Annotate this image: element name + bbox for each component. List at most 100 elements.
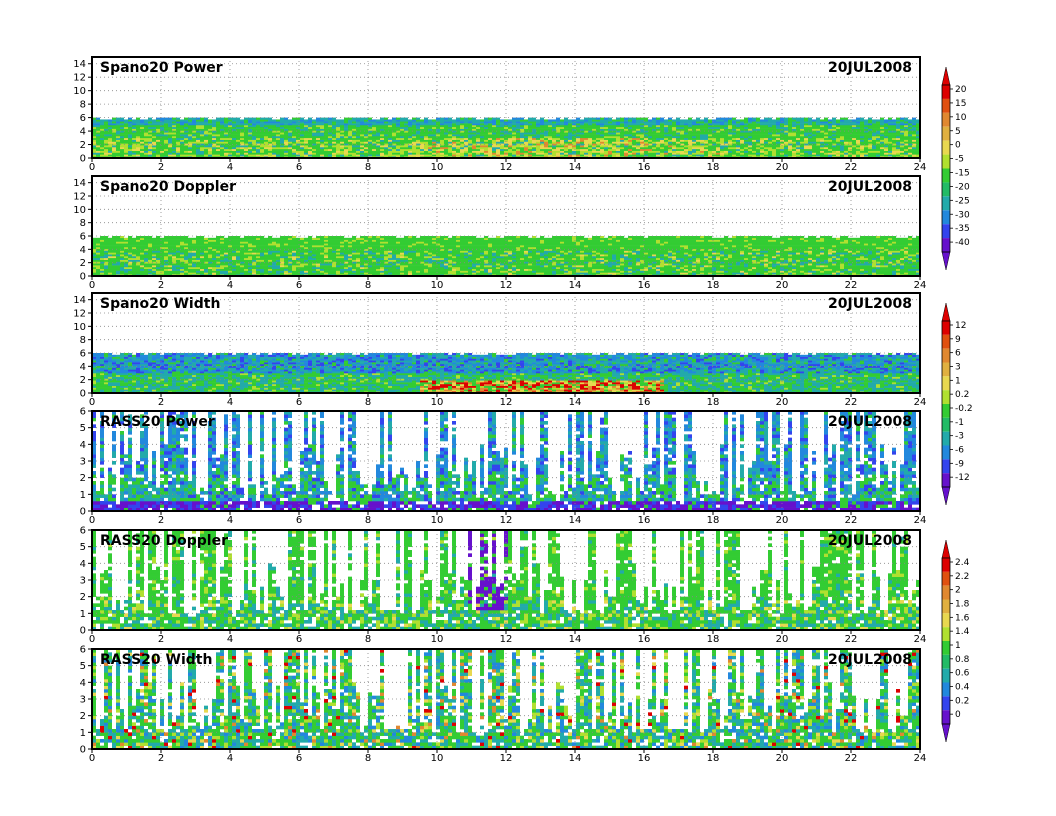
heatmap-cell <box>592 130 596 133</box>
heatmap-cell <box>400 137 404 140</box>
heatmap-cell <box>904 117 908 120</box>
heatmap-cell <box>428 152 432 155</box>
heatmap-cell <box>476 121 480 124</box>
heatmap-cell <box>236 148 240 151</box>
heatmap-cell <box>720 126 724 129</box>
heatmap-cell <box>496 143 500 146</box>
heatmap-cell <box>872 148 876 151</box>
heatmap-cell <box>488 139 492 142</box>
heatmap-cell <box>384 132 388 135</box>
heatmap-cell <box>456 143 460 146</box>
heatmap-cell <box>132 152 136 155</box>
heatmap-cell <box>876 145 880 148</box>
heatmap-cell <box>908 124 912 128</box>
heatmap-cell <box>568 132 572 135</box>
heatmap-cell <box>136 128 140 131</box>
heatmap-cell <box>380 139 384 142</box>
heatmap-cell <box>284 134 288 137</box>
heatmap-cell <box>760 152 764 155</box>
heatmap-cell <box>228 146 232 150</box>
heatmap-cell <box>412 124 416 128</box>
heatmap-cell <box>136 257 140 260</box>
heatmap-cell <box>436 137 440 140</box>
heatmap-cell <box>216 141 220 144</box>
heatmap-cell <box>488 141 492 144</box>
heatmap-cell <box>792 134 796 137</box>
heatmap-cell <box>512 134 516 137</box>
heatmap-cell <box>116 246 120 250</box>
heatmap-cell <box>424 152 428 155</box>
heatmap-cell <box>436 134 440 137</box>
heatmap-cell <box>128 117 132 120</box>
heatmap-cell <box>332 148 336 151</box>
heatmap-cell <box>580 150 584 153</box>
heatmap-cell <box>296 134 300 137</box>
heatmap-cell <box>624 135 628 139</box>
heatmap-cell <box>624 130 628 133</box>
heatmap-cell <box>712 130 716 133</box>
heatmap-cell <box>500 139 504 142</box>
heatmap-cell <box>860 121 864 124</box>
heatmap-cell <box>124 252 128 255</box>
heatmap-cell <box>904 130 908 133</box>
heatmap-cell <box>800 141 804 144</box>
heatmap-cell <box>512 152 516 155</box>
heatmap-cell <box>896 128 900 131</box>
heatmap-cell <box>580 152 584 155</box>
heatmap-cell <box>104 257 108 260</box>
heatmap-cell <box>580 124 584 128</box>
heatmap-cell <box>528 128 532 131</box>
heatmap-cell <box>276 148 280 151</box>
heatmap-cell <box>136 130 140 133</box>
heatmap-cell <box>724 135 728 139</box>
heatmap-cell <box>380 137 384 140</box>
heatmap-cell <box>144 128 148 131</box>
heatmap-cell <box>556 137 560 140</box>
heatmap-cell <box>752 146 756 150</box>
heatmap-cell <box>708 150 712 153</box>
heatmap-cell <box>828 145 832 148</box>
heatmap-cell <box>336 128 340 131</box>
heatmap-cell <box>528 124 532 128</box>
heatmap-cell <box>564 117 568 120</box>
heatmap-cell <box>128 237 132 240</box>
heatmap-cell <box>524 148 528 151</box>
heatmap-cell <box>444 128 448 131</box>
heatmap-cell <box>520 139 524 142</box>
heatmap-cell <box>660 143 664 146</box>
heatmap-cell <box>324 124 328 128</box>
heatmap-cell <box>848 145 852 148</box>
heatmap-cell <box>440 124 444 128</box>
heatmap-cell <box>416 123 420 126</box>
heatmap-cell <box>236 121 240 124</box>
heatmap-cell <box>660 150 664 153</box>
heatmap-cell <box>108 261 112 264</box>
heatmap-cell <box>252 143 256 146</box>
heatmap-cell <box>476 154 480 157</box>
heatmap-cell <box>452 126 456 129</box>
heatmap-cell <box>572 135 576 139</box>
heatmap-cell <box>268 141 272 144</box>
heatmap-cell <box>492 117 496 120</box>
heatmap-cell <box>888 132 892 135</box>
heatmap-cell <box>160 124 164 128</box>
heatmap-cell <box>304 119 308 122</box>
heatmap-cell <box>884 150 888 153</box>
heatmap-cell <box>148 130 152 133</box>
heatmap-cell <box>108 135 112 139</box>
heatmap-cell <box>388 123 392 126</box>
heatmap-cell <box>912 126 916 129</box>
heatmap-cell <box>628 141 632 144</box>
heatmap-cell <box>740 126 744 129</box>
heatmap-cell <box>100 243 104 246</box>
heatmap-cell <box>852 130 856 133</box>
heatmap-cell <box>584 145 588 148</box>
heatmap-cell <box>368 119 372 122</box>
heatmap-cell <box>240 124 244 128</box>
heatmap-cell <box>260 135 264 139</box>
heatmap-cell <box>676 150 680 153</box>
heatmap-cell <box>796 146 800 150</box>
heatmap-cell <box>428 128 432 131</box>
heatmap-cell <box>228 143 232 146</box>
heatmap-cell <box>440 119 444 122</box>
